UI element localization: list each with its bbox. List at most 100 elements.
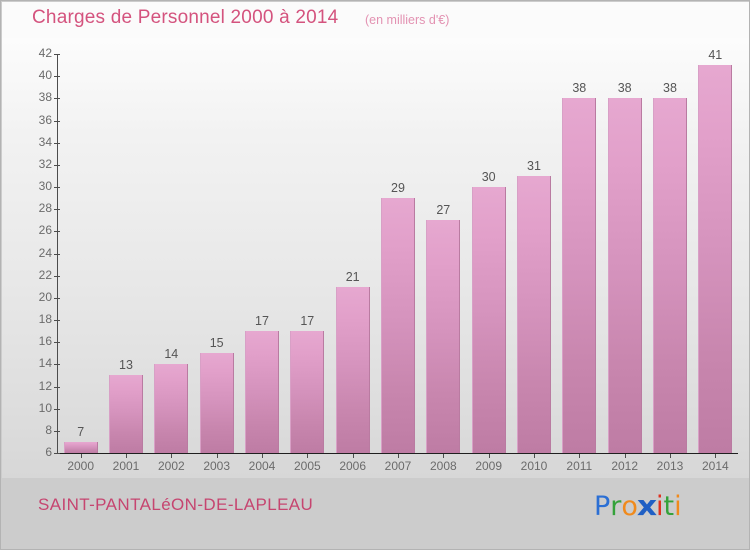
bar[interactable] [381,198,415,453]
bar-value-label: 13 [119,358,133,373]
y-axis-tick-label: 24 [38,245,52,260]
x-axis-tick-label: 2007 [384,459,412,473]
x-axis-tick-label: 2008 [429,459,457,473]
y-axis-tick: 22 [2,268,64,282]
y-axis-tick-mark [54,320,60,321]
y-axis-tick-mark [54,453,60,454]
y-axis-tick-mark [54,364,60,366]
bar-value-label: 7 [77,424,85,439]
y-axis-tick-label: 6 [45,445,52,459]
bar[interactable] [199,353,234,453]
x-axis-tick-label: 2005 [293,459,321,473]
logo-letter-r-1: r [610,491,622,522]
y-axis-tick: 36 [2,113,64,127]
bar[interactable] [698,65,733,453]
bar-value-label: 14 [164,347,179,362]
y-axis-tick-label: 8 [45,422,52,437]
y-axis-tick: 30 [2,179,64,193]
y-axis-tick-label: 36 [38,112,52,127]
bar-value-label: 21 [345,269,360,284]
y-axis-tick: 24 [2,246,64,260]
bar[interactable] [154,364,189,453]
bar[interactable] [63,441,98,453]
x-axis-tick-label: 2011 [566,459,593,473]
x-axis-tick-mark [80,454,82,458]
x-axis-tick-mark [398,454,399,458]
y-axis-tick-label: 40 [38,68,52,83]
y-axis-tick-mark [54,430,60,432]
y-axis-tick: 14 [2,356,64,370]
x-axis-tick-mark [262,454,263,458]
y-axis-tick-label: 32 [38,156,52,171]
bar[interactable] [653,98,687,453]
bar-value-label: 17 [300,314,315,329]
y-axis-tick-label: 10 [38,400,52,415]
bar[interactable] [335,286,370,453]
y-axis-tick-mark [54,297,60,299]
y-axis-tick-mark [54,231,60,233]
y-axis-tick-label: 42 [38,46,52,60]
bar-value-label: 38 [572,81,587,96]
x-axis-tick-label: 2004 [248,459,276,473]
y-axis-tick-mark [54,275,60,277]
x-axis-tick-label: 2010 [520,459,548,473]
bar[interactable] [517,175,551,453]
bar-value-label: 38 [663,81,677,96]
y-axis-tick: 26 [2,223,64,237]
logo-letter-i-4: i [656,491,664,522]
x-axis-tick-mark [171,454,173,458]
y-axis-tick-mark [54,54,60,55]
y-axis-tick: 18 [2,312,64,326]
y-axis-tick-label: 22 [38,267,52,282]
x-axis-tick-label: 2013 [656,459,684,473]
x-axis-tick-label: 2001 [112,459,140,473]
bar-value-label: 15 [209,336,224,351]
bar-value-label: 30 [481,170,496,184]
x-axis-tick-mark [488,454,490,458]
y-axis-tick: 16 [2,334,64,348]
y-axis-tick-mark [54,164,60,166]
y-axis-tick-mark [54,408,60,410]
bar[interactable] [245,331,279,453]
bar[interactable] [290,331,325,453]
x-axis-tick-mark [624,454,626,458]
y-axis-tick-label: 12 [38,378,52,393]
y-axis-tick-label: 28 [38,201,52,216]
bar[interactable] [109,375,143,453]
y-axis-tick-label: 14 [38,356,52,371]
proxiti-logo[interactable]: Proxiti [594,489,682,522]
x-axis-tick-label: 2012 [611,459,639,473]
y-axis-tick-label: 16 [38,334,52,349]
x-axis-tick-mark [670,454,671,458]
y-axis-tick: 20 [2,290,64,304]
bar-value-label: 27 [436,203,451,218]
x-axis-tick-label: 2003 [203,459,231,473]
chart-footer: SAINT-PANTALéON-DE-LAPLEAU Proxiti [2,478,749,549]
bars-container: 7 13 14 15 17 17 21 29 27 30 31 38 38 38 41 [58,48,738,453]
x-axis-tick-mark [126,454,127,458]
y-axis-tick-mark [54,386,60,388]
y-axis-tick-mark [54,142,60,144]
x-axis-tick-label: 2014 [701,459,729,473]
x-axis-tick-label: 2009 [475,459,503,473]
logo-letter-i-6: i [674,491,682,522]
plot-frame: 42 40 38 36 34 32 30 28 26 24 22 20 18 16 14 12 10 8 6 7 13… [2,38,749,478]
bar[interactable] [471,187,506,453]
bar[interactable] [607,98,642,453]
bar[interactable] [562,98,597,453]
x-axis-tick-mark [579,454,581,458]
y-axis-tick-label: 30 [38,179,52,193]
y-axis-tick-mark [54,76,60,78]
logo-letter-P-0: P [594,491,611,522]
y-axis-tick-label: 20 [38,289,52,304]
x-axis-tick-mark [352,454,354,458]
x-axis-tick-mark [216,454,218,458]
y-axis-tick: 32 [2,157,64,171]
y-axis-tick-mark [54,209,60,211]
bar-value-label: 41 [708,48,723,63]
y-axis-tick: 6 [2,445,64,459]
y-axis-tick: 38 [2,90,64,104]
y-axis-tick: 28 [2,201,64,215]
bar[interactable] [426,220,461,453]
